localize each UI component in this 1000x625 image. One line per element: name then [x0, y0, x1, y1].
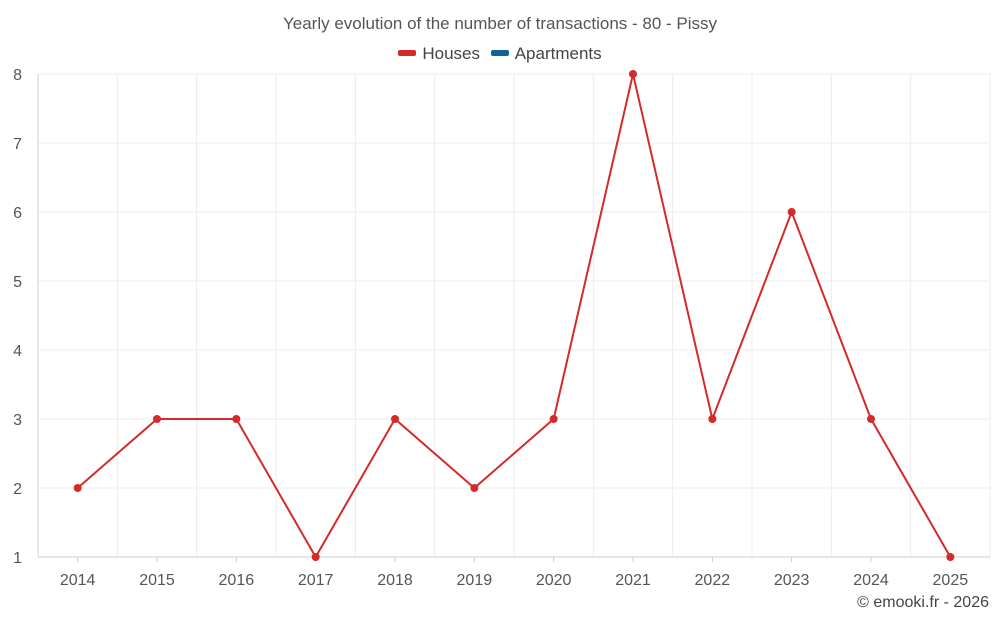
y-tick-label: 4: [13, 343, 22, 360]
data-point: [946, 553, 955, 561]
series-line-houses: [77, 73, 952, 558]
x-tick-label: 2016: [219, 572, 255, 589]
data-point: [153, 415, 161, 423]
legend-item-apartments[interactable]: Apartments: [490, 44, 602, 64]
legend-swatch-houses: [398, 49, 417, 56]
legend-item-houses[interactable]: Houses: [398, 44, 480, 64]
data-point: [311, 553, 320, 561]
x-tick-label: 2022: [695, 572, 731, 589]
y-tick-label: 5: [13, 274, 22, 291]
chart-title: Yearly evolution of the number of transa…: [282, 14, 718, 33]
credit-text: © emooki.fr - 2026: [857, 594, 989, 611]
y-tick-label: 8: [13, 67, 22, 84]
data-point: [232, 415, 241, 423]
x-tick-label: 2017: [298, 572, 334, 589]
data-point: [629, 70, 637, 78]
x-tick-label: 2024: [853, 572, 889, 589]
data-point: [708, 415, 717, 423]
y-tick-label: 6: [13, 205, 22, 222]
x-tick-label: 2015: [139, 572, 175, 589]
x-tick-label: 2014: [60, 572, 96, 589]
x-tick-label: 2021: [615, 572, 651, 589]
x-tick-label: 2019: [457, 572, 493, 589]
legend-label-houses: Houses: [422, 44, 480, 63]
y-tick-label: 2: [13, 481, 22, 498]
x-tick-label: 2023: [774, 572, 810, 589]
data-point: [470, 484, 479, 492]
data-point: [867, 415, 875, 423]
legend-label-apartments: Apartments: [514, 44, 602, 63]
data-point: [73, 484, 82, 492]
data-point: [391, 415, 399, 423]
legend: Houses Apartments: [0, 44, 1000, 64]
data-point: [549, 415, 558, 423]
y-tick-label: 1: [13, 550, 22, 567]
data-point: [787, 208, 796, 216]
x-tick-label: 2018: [377, 572, 413, 589]
x-tick-label: 2025: [933, 572, 969, 589]
series-layer: [73, 70, 955, 561]
y-tick-label: 7: [13, 136, 22, 153]
legend-swatch-apartments: [490, 49, 509, 56]
y-tick-label: 3: [13, 412, 22, 429]
axes: 1 2 3 4 5 6 7 8 2014 2015 2016 2017 2018 2019 2020 2021…: [13, 67, 990, 589]
grid: [37, 73, 991, 557]
x-tick-label: 2020: [536, 572, 572, 589]
